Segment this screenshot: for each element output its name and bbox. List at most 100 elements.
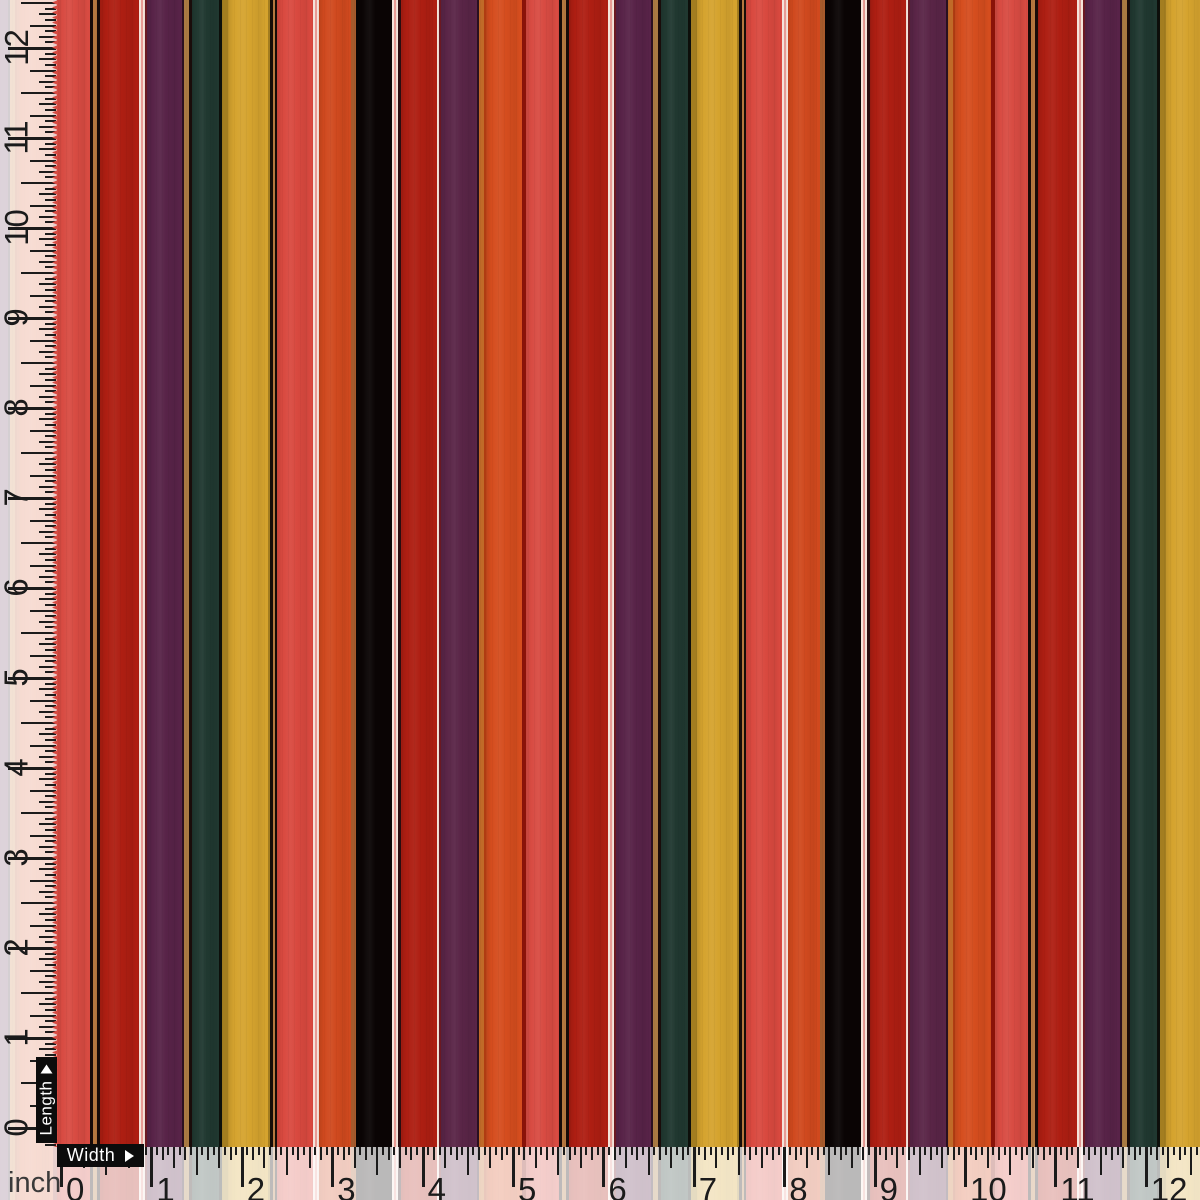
ruler-tick [387,1147,390,1160]
ruler-tick [30,384,56,387]
ruler-tick [45,660,56,663]
ruler-tick [1099,1147,1102,1175]
ruler-tick [39,1025,56,1028]
fabric-stripe [147,0,182,1200]
ruler-tick [45,952,56,955]
ruler-tick [252,1147,255,1160]
ruler-tick [45,187,56,190]
ruler-tick [45,862,56,865]
fabric-stripe [139,0,141,1200]
ruler-tick [30,789,56,792]
ruler-tick [30,69,56,72]
ruler-tick [45,322,56,325]
ruler-tick [30,474,56,477]
ruler-tick [749,1147,752,1160]
ruler-tick [1150,1147,1153,1155]
ruler-tick [817,1147,820,1160]
ruler-tick [39,283,56,286]
ruler-tick [681,1147,684,1160]
ruler-tick [45,851,56,854]
ruler-tick [30,519,56,522]
ruler-tick [21,722,56,724]
ruler-tick [495,1147,498,1155]
fabric-stripe [1120,0,1122,1200]
ruler-tick [235,1147,238,1155]
ruler-tick [8,947,56,950]
ruler-tick [302,1147,305,1155]
fabric-stripe [786,0,788,1200]
ruler-tick [39,440,56,443]
ruler-tick [8,497,56,500]
fabric-stripe [1157,0,1160,1200]
fabric-stripe [870,0,906,1200]
ruler-tick [39,373,56,376]
ruler-tick [30,969,56,972]
ruler-tick [913,1147,916,1155]
fabric-stripe [90,0,93,1200]
ruler-tick [997,1147,1000,1160]
ruler-tick [45,761,56,764]
ruler-tick [1139,1147,1142,1155]
ruler-tick [8,857,56,860]
ruler-tick [30,429,56,432]
ruler-tick [45,502,56,505]
ruler-tick [45,693,56,696]
ruler-tick [958,1147,961,1155]
fabric-stripe [93,0,97,1200]
fabric-stripe [863,0,865,1200]
ruler-tick [1014,1147,1017,1155]
ruler-tick [45,491,56,494]
ruler-number: 8 [0,397,35,417]
ruler-tick [45,243,56,246]
fabric-stripe [1038,0,1077,1200]
right-arrow-icon [125,1149,135,1162]
ruler-tick [1122,1147,1125,1168]
ruler-tick [223,1147,226,1155]
fabric-stripe [948,0,953,1200]
ruler-tick [45,795,56,798]
ruler-tick [212,1147,215,1155]
fabric-stripe [394,0,396,1200]
fabric-stripe [268,0,270,1200]
fabric-stripe [995,0,1028,1200]
fabric-cut-edge [52,0,58,1147]
fabric-stripe [141,0,143,1200]
ruler-tick [415,1147,418,1155]
ruler-tick [715,1147,718,1168]
ruler-tick [410,1147,413,1160]
ruler-tick [376,1147,379,1175]
horizontal-ruler: 0 1 2 3 4 5 6 7 8 9 10 11 12 [57,1147,1200,1200]
ruler-tick [39,328,56,331]
ruler-tick [975,1147,978,1160]
ruler-tick [30,204,56,207]
ruler-tick [201,1147,204,1155]
ruler-tick [918,1147,921,1175]
ruler-tick [896,1147,899,1168]
ruler-tick [30,249,56,252]
ruler-tick [636,1147,639,1160]
fabric-stripe [861,0,863,1200]
ruler-tick [39,418,56,421]
ruler-tick [39,485,56,488]
ruler-number: 5 [0,667,35,687]
fabric-stripe [484,0,486,1200]
ruler-tick [45,525,56,528]
fabric-stripe [392,0,394,1200]
ruler-tick [280,1147,283,1155]
ruler-tick [297,1147,300,1160]
ruler-tick [45,1042,56,1045]
ruler-tick [45,210,56,213]
ruler-number: 0 [0,1117,35,1137]
ruler-tick [1156,1147,1159,1160]
ruler-tick [540,1147,543,1155]
ruler-tick [653,1147,656,1155]
ruler-tick [404,1147,407,1155]
ruler-tick [45,828,56,831]
fabric-stripe [991,0,995,1200]
ruler-tick [30,1014,56,1017]
ruler-tick [822,1147,825,1155]
ruler-tick [45,7,56,10]
ruler-tick [45,896,56,899]
fabric-stripe [616,0,651,1200]
ruler-tick [941,1147,944,1168]
